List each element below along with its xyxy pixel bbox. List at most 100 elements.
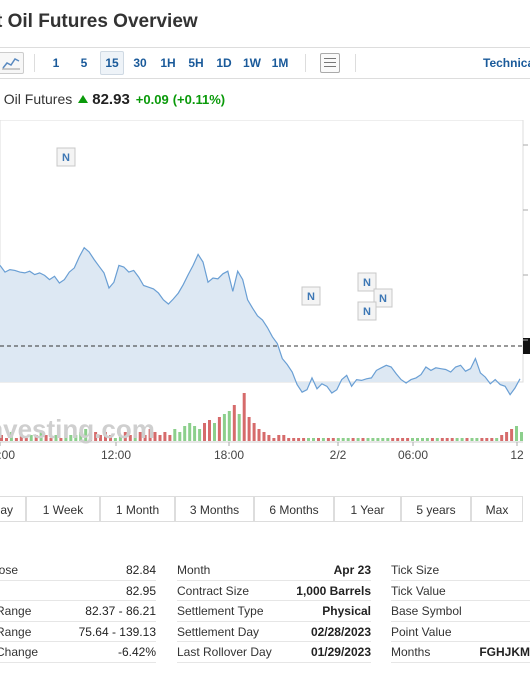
volume-bar xyxy=(302,438,306,441)
volume-bar xyxy=(450,438,454,441)
volume-bar xyxy=(490,438,494,441)
volume-bar xyxy=(421,438,424,441)
stat-value: FGHJKM xyxy=(479,645,530,660)
x-tick-label: 06:00 xyxy=(398,448,428,462)
news-marker[interactable]: N xyxy=(373,288,393,308)
volume-bar xyxy=(237,414,241,441)
stat-value: -6.42% xyxy=(117,645,156,660)
stat-value: 1,000 Barrels xyxy=(296,583,371,598)
volume-bar xyxy=(99,435,102,441)
volume-bar xyxy=(138,432,142,441)
watermark-logo: investing.com xyxy=(0,414,155,444)
x-tick-label: 18:00 xyxy=(214,448,244,462)
period-button[interactable]: 1 Year xyxy=(334,496,401,522)
volume-bar xyxy=(19,435,23,441)
volume-bar xyxy=(198,429,202,441)
stat-label: Change xyxy=(0,645,39,660)
svg-text:N: N xyxy=(363,277,371,289)
volume-bar xyxy=(406,438,410,441)
interval-1m[interactable]: 1M xyxy=(271,56,289,70)
volume-bar xyxy=(425,438,429,441)
volume-bar xyxy=(24,438,28,441)
volume-bar xyxy=(470,438,474,441)
stats-row: Contract Size 1,000 Barrels xyxy=(177,581,371,602)
volume-bar xyxy=(193,426,197,441)
stats-row: Months FGHJKM xyxy=(391,642,530,663)
price-chart[interactable]: NNNNNinvesting.com06:0012:0018:002/206:0… xyxy=(0,120,530,465)
volume-bar xyxy=(173,429,177,441)
volume-bar xyxy=(64,432,68,441)
x-tick-label: 12:00 xyxy=(101,448,131,462)
volume-bar xyxy=(5,438,8,441)
stats-row: Range 75.64 - 139.13 xyxy=(0,622,156,643)
table-view-button[interactable] xyxy=(320,53,340,73)
volume-bar xyxy=(84,429,88,441)
volume-bar xyxy=(213,423,216,441)
stat-value: 01/29/2023 xyxy=(310,645,371,660)
period-button[interactable]: 6 Months xyxy=(254,496,334,522)
period-button[interactable]: Max xyxy=(471,496,523,522)
period-button[interactable]: ay xyxy=(0,496,26,522)
volume-bar xyxy=(133,435,137,441)
volume-bar xyxy=(455,438,459,441)
volume-bar xyxy=(153,432,157,441)
interval-1[interactable]: 1 xyxy=(52,56,60,70)
period-button[interactable]: 5 years xyxy=(401,496,471,522)
interval-30[interactable]: 30 xyxy=(133,56,147,70)
instrument-name: t Oil Futures xyxy=(0,91,73,107)
volume-bar xyxy=(341,438,345,441)
stat-value: 75.64 - 139.13 xyxy=(78,624,156,639)
volume-bar xyxy=(465,438,469,441)
x-tick-label: 06:00 xyxy=(0,448,15,462)
period-button[interactable]: 1 Month xyxy=(100,496,175,522)
volume-bar xyxy=(317,438,320,441)
volume-bar xyxy=(267,435,271,441)
news-marker[interactable]: N xyxy=(357,301,377,321)
volume-bar xyxy=(386,438,390,441)
stats-row: Tick Value xyxy=(391,581,530,602)
volume-bar xyxy=(282,435,286,441)
news-marker[interactable]: N xyxy=(301,286,321,306)
last-price-marker xyxy=(523,338,530,354)
svg-text:N: N xyxy=(62,152,70,164)
interval-15[interactable]: 15 xyxy=(100,51,124,75)
volume-bar xyxy=(109,435,112,441)
interval-5[interactable]: 5 xyxy=(80,56,88,70)
volume-bar xyxy=(69,435,73,441)
volume-bar xyxy=(336,438,340,441)
volume-bar xyxy=(430,438,434,441)
volume-bar xyxy=(262,432,266,441)
volume-bar xyxy=(416,438,419,441)
volume-bar xyxy=(252,423,256,441)
technical-link[interactable]: Technica xyxy=(483,56,530,70)
interval-1d[interactable]: 1D xyxy=(216,56,232,70)
volume-bar xyxy=(222,414,226,441)
line-chart-icon xyxy=(2,58,20,70)
volume-bar xyxy=(54,435,58,441)
volume-bar xyxy=(257,429,261,441)
stats-row: Last Rollover Day 01/29/2023 xyxy=(177,642,371,663)
volume-bar xyxy=(34,435,38,441)
volume-bar xyxy=(495,438,499,441)
volume-bar xyxy=(0,435,3,441)
volume-bar xyxy=(331,438,335,441)
volume-bar xyxy=(148,429,152,441)
volume-bar xyxy=(346,438,350,441)
interval-1h[interactable]: 1H xyxy=(160,56,176,70)
volume-bar xyxy=(94,432,98,441)
volume-bar xyxy=(292,438,296,441)
news-marker[interactable]: N xyxy=(357,272,377,292)
period-button[interactable]: 3 Months xyxy=(175,496,254,522)
volume-bar xyxy=(59,438,63,441)
volume-bar xyxy=(485,438,489,441)
period-button[interactable]: 1 Week xyxy=(26,496,100,522)
volume-bar xyxy=(396,438,400,441)
stats-row: Range 82.37 - 86.21 xyxy=(0,601,156,622)
stats-row: Change -6.42% xyxy=(0,642,156,663)
news-marker[interactable]: N xyxy=(56,147,76,167)
chart-type-button[interactable] xyxy=(0,52,24,74)
volume-bar xyxy=(297,438,301,441)
interval-5h[interactable]: 5H xyxy=(188,56,204,70)
interval-1w[interactable]: 1W xyxy=(243,56,261,70)
volume-bar xyxy=(460,438,464,441)
